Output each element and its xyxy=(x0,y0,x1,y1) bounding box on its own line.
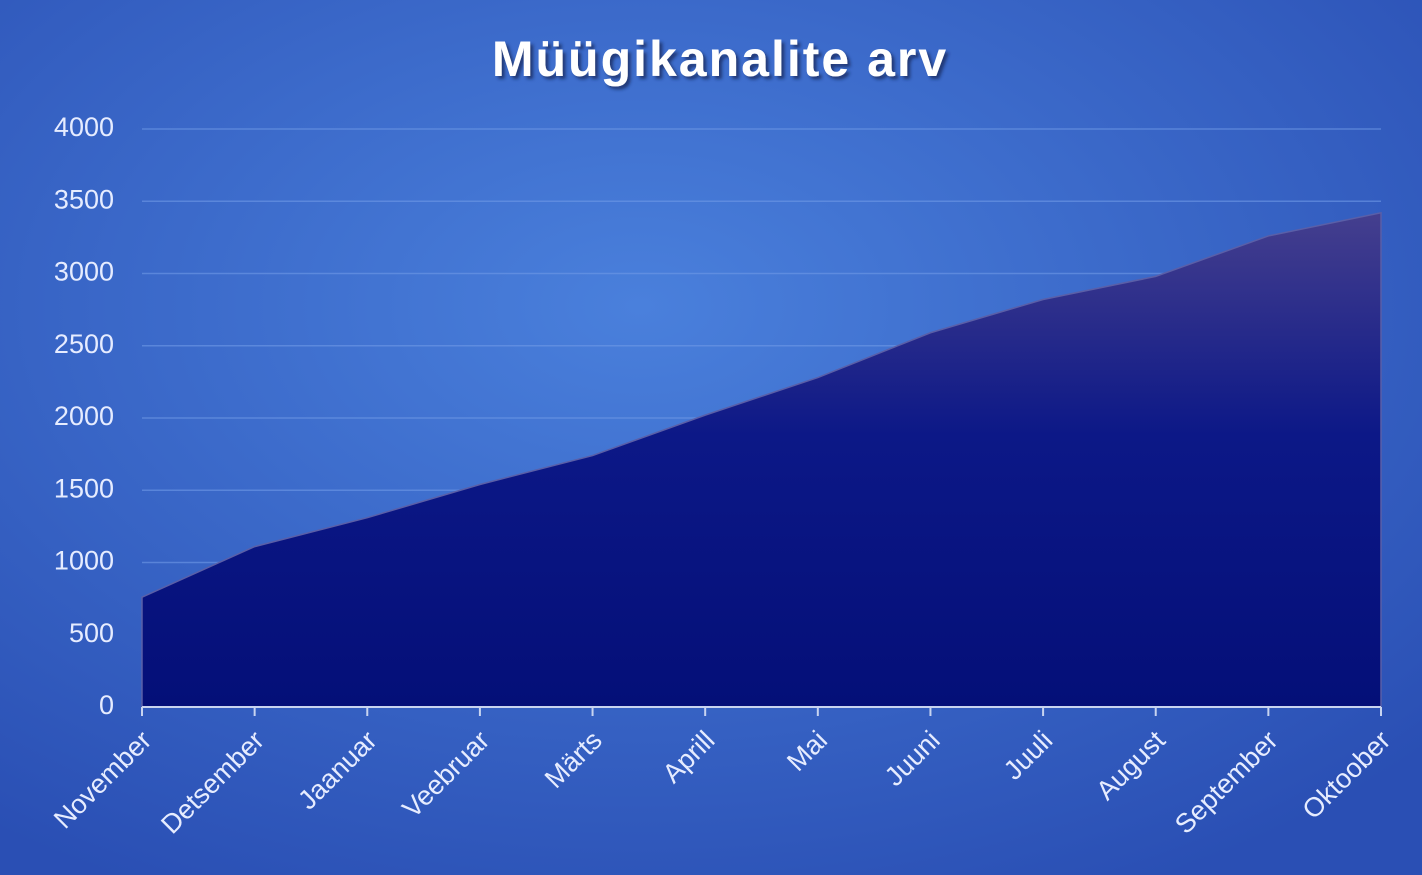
chart-title: Müügikanalite arv xyxy=(492,31,948,87)
y-tick-label: 4000 xyxy=(54,112,114,142)
y-tick-label: 1000 xyxy=(54,546,114,576)
y-tick-label: 3500 xyxy=(54,184,114,214)
y-tick-label: 0 xyxy=(99,690,114,720)
area xyxy=(141,211,1382,708)
y-tick-label: 2000 xyxy=(54,401,114,431)
y-tick-label: 500 xyxy=(69,618,114,648)
y-tick-label: 3000 xyxy=(54,257,114,287)
y-tick-label: 1500 xyxy=(54,473,114,503)
y-tick-label: 2500 xyxy=(54,329,114,359)
